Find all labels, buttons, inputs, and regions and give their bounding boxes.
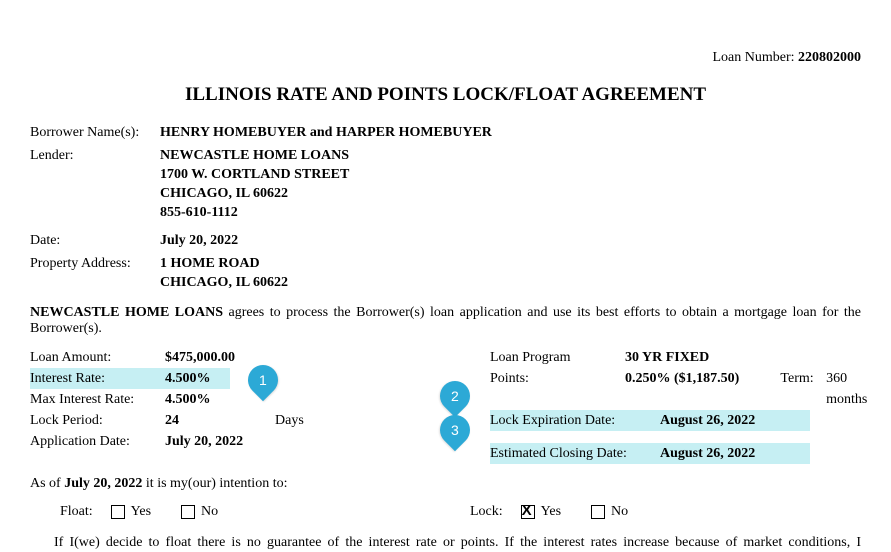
lender-citystate: CHICAGO, IL 60622 (160, 185, 349, 204)
loan-details: Loan Amount: $475,000.00 Interest Rate: … (30, 347, 861, 464)
program-value: 30 YR FIXED (625, 347, 709, 368)
property-line1: 1 HOME ROAD (160, 255, 288, 274)
float-yes-option[interactable]: Yes (111, 504, 151, 520)
lock-no-checkbox[interactable] (591, 505, 605, 519)
document-title: ILLINOIS RATE AND POINTS LOCK/FLOAT AGRE… (30, 84, 861, 106)
date-value: July 20, 2022 (160, 232, 238, 251)
lender-row: Lender: NEWCASTLE HOME LOANS 1700 W. COR… (30, 147, 861, 223)
intent-post: it is my(our) intention to: (142, 476, 287, 491)
intent-pre: As of (30, 476, 64, 491)
borrower-value: HENRY HOMEBUYER and HARPER HOMEBUYER (160, 124, 492, 143)
interest-rate-label: Interest Rate: (30, 368, 165, 389)
disclosure-paragraph: If I(we) decide to float there is no gua… (30, 534, 861, 552)
lock-yes-option[interactable]: Yes (521, 504, 561, 520)
borrower-label: Borrower Name(s): (30, 124, 160, 143)
loan-details-right: Loan Program 30 YR FIXED Points: 0.250% … (460, 347, 886, 464)
property-line2: CHICAGO, IL 60622 (160, 274, 288, 293)
intent-date: July 20, 2022 (64, 476, 142, 491)
app-date-label: Application Date: (30, 431, 165, 452)
term-label: Term: (780, 368, 826, 389)
lock-group: Lock: Yes No (470, 504, 658, 520)
property-label: Property Address: (30, 255, 160, 293)
lender-label: Lender: (30, 147, 160, 223)
max-rate-value: 4.500% (165, 389, 211, 410)
lock-period-unit: Days (275, 410, 304, 431)
loan-details-left: Loan Amount: $475,000.00 Interest Rate: … (30, 347, 460, 464)
property-row: Property Address: 1 HOME ROAD CHICAGO, I… (30, 255, 861, 293)
float-no-option[interactable]: No (181, 504, 218, 520)
term-value: 360 months (826, 368, 886, 410)
agreement-text: NEWCASTLE HOME LOANS agrees to process t… (30, 305, 861, 337)
float-label: Float: (60, 504, 93, 520)
date-row: Date: July 20, 2022 (30, 232, 861, 251)
float-group: Float: Yes No (60, 504, 470, 520)
points-value: 0.250% ($1,187.50) (625, 368, 780, 389)
est-close-label: Estimated Closing Date: (490, 443, 660, 464)
float-no-checkbox[interactable] (181, 505, 195, 519)
lock-period-label: Lock Period: (30, 410, 165, 431)
lock-yes-checkbox[interactable] (521, 505, 535, 519)
lock-exp-value: August 26, 2022 (660, 410, 755, 431)
lender-street: 1700 W. CORTLAND STREET (160, 166, 349, 185)
lock-period-value: 24 (165, 410, 275, 431)
max-rate-label: Max Interest Rate: (30, 389, 165, 410)
app-date-value: July 20, 2022 (165, 431, 243, 452)
loan-amount-label: Loan Amount: (30, 347, 165, 368)
lender-name: NEWCASTLE HOME LOANS (160, 147, 349, 166)
loan-amount-value: $475,000.00 (165, 347, 235, 368)
date-label: Date: (30, 232, 160, 251)
loan-number-line: Loan Number: 220802000 (30, 50, 861, 66)
interest-rate-value: 4.500% (165, 368, 211, 389)
intention-line: As of July 20, 2022 it is my(our) intent… (30, 476, 861, 492)
loan-number-value: 220802000 (798, 50, 861, 65)
agreement-lender: NEWCASTLE HOME LOANS (30, 305, 223, 320)
est-close-value: August 26, 2022 (660, 443, 755, 464)
float-lock-checks: Float: Yes No Lock: Yes No (30, 504, 861, 520)
loan-number-label: Loan Number: (712, 50, 794, 65)
lock-label: Lock: (470, 504, 503, 520)
lock-no-option[interactable]: No (591, 504, 628, 520)
float-yes-checkbox[interactable] (111, 505, 125, 519)
borrower-row: Borrower Name(s): HENRY HOMEBUYER and HA… (30, 124, 861, 143)
lender-phone: 855-610-1112 (160, 204, 349, 223)
program-label: Loan Program (490, 347, 625, 368)
points-label: Points: (490, 368, 625, 389)
lock-exp-label: Lock Expiration Date: (490, 410, 660, 431)
